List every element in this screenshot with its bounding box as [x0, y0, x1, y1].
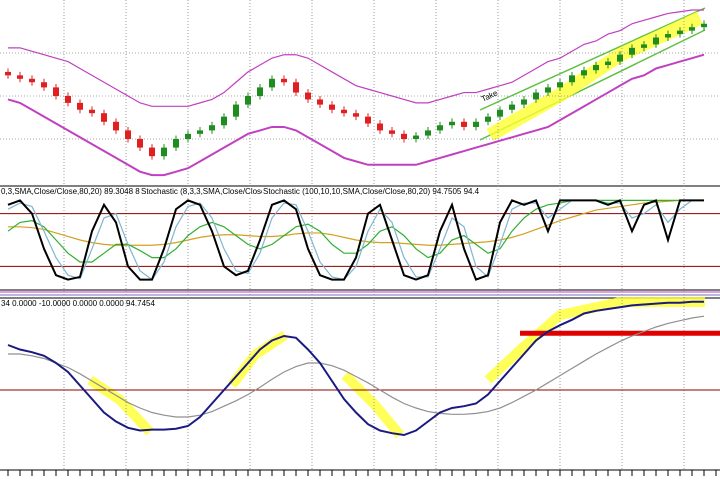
- candle-body: [665, 34, 671, 38]
- indicator-header: Stochastic (100,10,10,SMA,Close/Close,80…: [263, 187, 480, 196]
- candle-body: [149, 147, 155, 157]
- candle-body: [581, 70, 587, 76]
- candle-body: [89, 109, 95, 114]
- highlight: [341, 371, 404, 439]
- indicator-line: [8, 315, 705, 418]
- candle-body: [197, 130, 203, 134]
- indicator-line: [8, 199, 704, 246]
- indicator-header: 34 0.0000 -10.0000 0.0000 0.0000 94.7454: [1, 299, 155, 308]
- candle-body: [185, 133, 191, 139]
- candle-body: [329, 104, 335, 110]
- header-bg: [0, 187, 120, 197]
- candle-body: [245, 96, 251, 105]
- indicator-line: [7, 53, 705, 177]
- header-bg: [262, 187, 432, 197]
- candle-body: [41, 82, 47, 88]
- candle-body: [533, 92, 539, 100]
- candle-body: [5, 71, 11, 76]
- candle-body: [557, 82, 563, 88]
- candle-body: [209, 125, 215, 131]
- header-bg: [140, 187, 260, 197]
- candle-body: [233, 104, 239, 117]
- highlight: [87, 375, 154, 436]
- candle-body: [305, 92, 311, 100]
- candle-body: [413, 135, 419, 139]
- candle-body: [353, 113, 359, 117]
- candle-body: [101, 113, 107, 122]
- candle-body: [653, 37, 659, 45]
- candle-body: [293, 82, 299, 93]
- candle-body: [605, 61, 611, 66]
- indicator-header: 0,3,SMA,Close/Close,80,20) 89.3048 87.70…: [1, 187, 165, 196]
- candle-body: [281, 78, 287, 83]
- candle-body: [341, 109, 347, 114]
- candle-body: [53, 87, 59, 96]
- candle-body: [641, 44, 647, 48]
- candle-body: [449, 121, 455, 126]
- candle-body: [425, 130, 431, 136]
- candle-body: [473, 121, 479, 127]
- candle-body: [485, 116, 491, 122]
- candle-body: [689, 27, 695, 31]
- candle-body: [509, 104, 515, 110]
- candle-body: [257, 87, 263, 96]
- candle-body: [161, 147, 167, 157]
- candle-body: [521, 99, 527, 105]
- candle-body: [269, 78, 275, 88]
- candle-body: [389, 130, 395, 134]
- candle-body: [365, 116, 371, 124]
- candle-body: [593, 65, 599, 71]
- candle-body: [29, 78, 35, 83]
- candle-body: [77, 102, 83, 110]
- candle-body: [629, 47, 635, 55]
- candle-body: [377, 123, 383, 131]
- candle-body: [17, 75, 23, 79]
- candle-body: [221, 116, 227, 126]
- candle-body: [401, 133, 407, 139]
- candle-body: [113, 121, 119, 131]
- candle-body: [65, 96, 71, 103]
- candle-body: [701, 23, 707, 28]
- indicator-line: [7, 199, 704, 281]
- candle-body: [461, 121, 467, 127]
- indicator-line: [8, 9, 704, 107]
- indicator-header: Stochastic (8,3,3,SMA,Close/Close,80,20)…: [141, 187, 333, 196]
- candle-body: [545, 87, 551, 93]
- candle-body: [317, 99, 323, 105]
- indicator-line: [7, 300, 704, 437]
- candle-body: [137, 139, 143, 148]
- candle-body: [437, 125, 443, 131]
- highlight: [486, 11, 703, 142]
- candle-body: [125, 130, 131, 139]
- candle-body: [677, 30, 683, 35]
- candle-body: [569, 75, 575, 83]
- candle-body: [497, 109, 503, 117]
- candle-body: [173, 139, 179, 148]
- candle-body: [617, 54, 623, 62]
- channel-line: [479, 7, 706, 111]
